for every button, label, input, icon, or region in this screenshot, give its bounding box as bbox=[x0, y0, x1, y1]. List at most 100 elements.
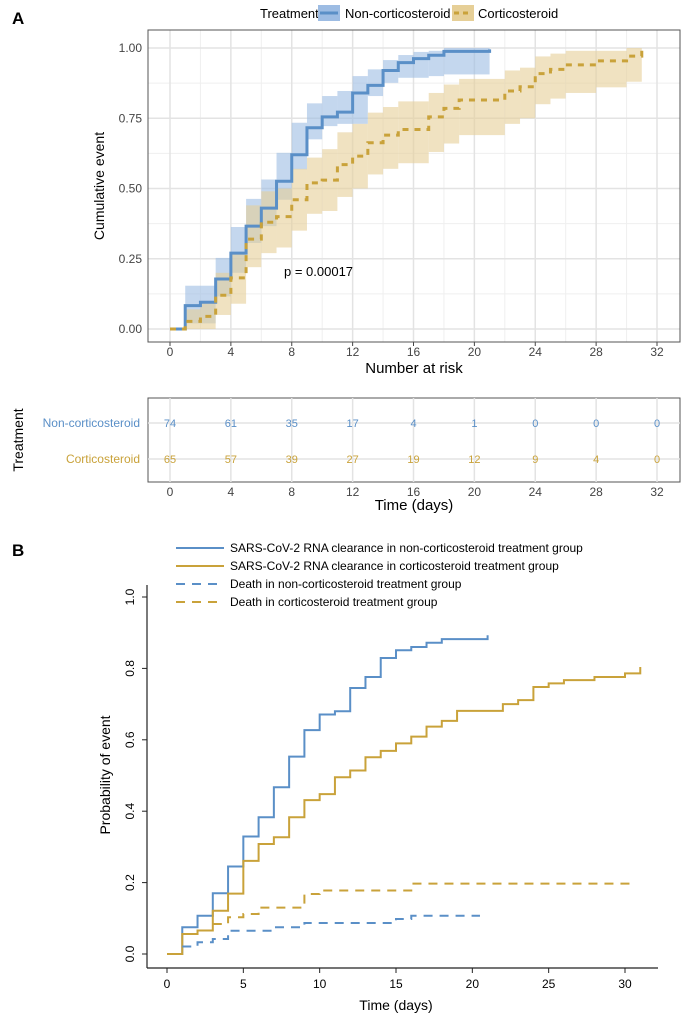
x-tick-label-a: 0 bbox=[167, 345, 174, 359]
ci-band-corticosteroid bbox=[230, 254, 247, 304]
risk-count: 61 bbox=[225, 418, 237, 430]
ci-band-corticosteroid bbox=[428, 92, 444, 152]
risk-count: 0 bbox=[654, 418, 660, 430]
risk-count: 9 bbox=[532, 454, 538, 466]
ci-band-non-corticosteroid bbox=[322, 96, 338, 127]
ci-band-corticosteroid bbox=[276, 188, 292, 248]
x-tick-label-a: 32 bbox=[650, 345, 664, 359]
ci-band-non-corticosteroid bbox=[337, 90, 353, 124]
curve-death-non bbox=[182, 914, 480, 948]
risk-x-tick-label: 12 bbox=[346, 485, 360, 499]
x-tick-label-a: 12 bbox=[346, 345, 360, 359]
ci-band-corticosteroid bbox=[291, 168, 307, 231]
ci-band-corticosteroid bbox=[185, 309, 201, 329]
ci-band-corticosteroid bbox=[398, 101, 429, 164]
x-tick-label-b: 15 bbox=[389, 977, 403, 991]
legend-label-b: SARS-CoV-2 RNA clearance in corticostero… bbox=[230, 559, 559, 573]
risk-count: 57 bbox=[225, 454, 237, 466]
risk-count: 19 bbox=[407, 454, 419, 466]
risk-x-tick-label: 16 bbox=[407, 485, 421, 499]
ci-band-corticosteroid bbox=[306, 157, 323, 214]
y-tick-label-b: 1.0 bbox=[123, 588, 137, 605]
ci-band-corticosteroid bbox=[367, 112, 384, 175]
y-axis-title-a: Cumulative event bbox=[91, 132, 107, 240]
x-axis-title-b: Time (days) bbox=[359, 997, 432, 1013]
legend-label-corticosteroid: Corticosteroid bbox=[478, 6, 558, 21]
risk-count: 0 bbox=[654, 454, 660, 466]
y-tick-label-a: 0.00 bbox=[119, 322, 143, 336]
risk-count: 12 bbox=[468, 454, 480, 466]
ci-band-non-corticosteroid bbox=[291, 122, 307, 170]
x-tick-label-b: 30 bbox=[618, 977, 632, 991]
ci-band-non-corticosteroid bbox=[276, 152, 292, 200]
risk-x-tick-label: 4 bbox=[228, 485, 235, 499]
curve-clearance-non bbox=[167, 635, 489, 955]
risk-table-x-title: Time (days) bbox=[375, 497, 454, 514]
plot-border-a bbox=[147, 29, 681, 343]
x-tick-label-b: 25 bbox=[542, 977, 556, 991]
ci-band-non-corticosteroid bbox=[352, 76, 368, 124]
risk-count: 65 bbox=[164, 454, 176, 466]
risk-count: 39 bbox=[286, 454, 298, 466]
y-tick-label-b: 0.2 bbox=[123, 874, 137, 891]
risk-row-label: Non-corticosteroid bbox=[43, 416, 140, 430]
y-axis-title-b: Probability of event bbox=[97, 715, 113, 834]
x-tick-label-a: 4 bbox=[228, 345, 235, 359]
ci-band-corticosteroid bbox=[322, 149, 338, 211]
curve-clearance-cort bbox=[167, 666, 642, 955]
x-axis-title-a: Number at risk bbox=[365, 360, 463, 377]
y-tick-label-a: 0.25 bbox=[119, 252, 143, 266]
risk-x-tick-label: 32 bbox=[650, 485, 664, 499]
risk-count: 0 bbox=[532, 418, 538, 430]
risk-row-label: Corticosteroid bbox=[66, 452, 140, 466]
ci-band-corticosteroid bbox=[520, 67, 536, 119]
x-tick-label-a: 20 bbox=[468, 345, 482, 359]
ci-band-corticosteroid bbox=[383, 107, 399, 169]
risk-x-tick-label: 20 bbox=[468, 485, 482, 499]
ci-band-non-corticosteroid bbox=[306, 103, 323, 140]
ci-band-corticosteroid bbox=[565, 50, 597, 93]
risk-x-tick-label: 28 bbox=[589, 485, 603, 499]
x-tick-label-b: 5 bbox=[240, 977, 247, 991]
y-tick-label-a: 0.50 bbox=[119, 182, 143, 196]
y-tick-label-b: 0.4 bbox=[123, 803, 137, 820]
x-tick-label-a: 16 bbox=[407, 345, 421, 359]
legend-title: Treatment bbox=[260, 6, 319, 21]
x-tick-label-a: 24 bbox=[529, 345, 543, 359]
panel-label-a: A bbox=[12, 9, 24, 28]
y-tick-label-b: 0.6 bbox=[123, 731, 137, 748]
x-tick-label-b: 20 bbox=[466, 977, 480, 991]
ci-band-corticosteroid bbox=[443, 84, 460, 144]
p-value-annotation: p = 0.00017 bbox=[284, 264, 353, 279]
y-tick-label-a: 1.00 bbox=[119, 41, 143, 55]
risk-count: 1 bbox=[471, 418, 477, 430]
km-curve-non-corticosteroid bbox=[170, 49, 492, 331]
risk-count: 35 bbox=[286, 418, 298, 430]
risk-x-tick-label: 24 bbox=[529, 485, 543, 499]
ci-band-non-corticosteroid bbox=[367, 69, 384, 97]
ci-band-corticosteroid bbox=[550, 53, 566, 99]
curve-death-cort bbox=[212, 882, 633, 926]
y-tick-label-b: 0.8 bbox=[123, 660, 137, 677]
y-tick-label-a: 0.75 bbox=[119, 111, 143, 125]
risk-count: 74 bbox=[164, 418, 176, 430]
legend-label-b: SARS-CoV-2 RNA clearance in non-corticos… bbox=[230, 541, 583, 555]
risk-count: 4 bbox=[593, 454, 599, 466]
legend-label-b: Death in corticosteroid treatment group bbox=[230, 595, 438, 609]
ci-band-corticosteroid bbox=[246, 205, 262, 268]
ci-band-corticosteroid bbox=[596, 50, 627, 88]
risk-count: 17 bbox=[347, 418, 359, 430]
risk-count: 27 bbox=[347, 454, 359, 466]
panel-label-b: B bbox=[12, 541, 24, 560]
legend-a: Treatment Non-corticosteroid Corticoster… bbox=[260, 6, 558, 21]
legend-label-b: Death in non-corticosteroid treatment gr… bbox=[230, 577, 462, 591]
ci-band-non-corticosteroid bbox=[413, 51, 429, 78]
risk-x-tick-label: 0 bbox=[167, 485, 174, 499]
legend-label-non-corticosteroid: Non-corticosteroid bbox=[345, 6, 451, 21]
ci-band-corticosteroid bbox=[626, 48, 642, 82]
x-tick-label-b: 0 bbox=[164, 977, 171, 991]
risk-table-y-title: Treatment bbox=[10, 408, 26, 471]
ci-band-non-corticosteroid bbox=[428, 50, 444, 77]
